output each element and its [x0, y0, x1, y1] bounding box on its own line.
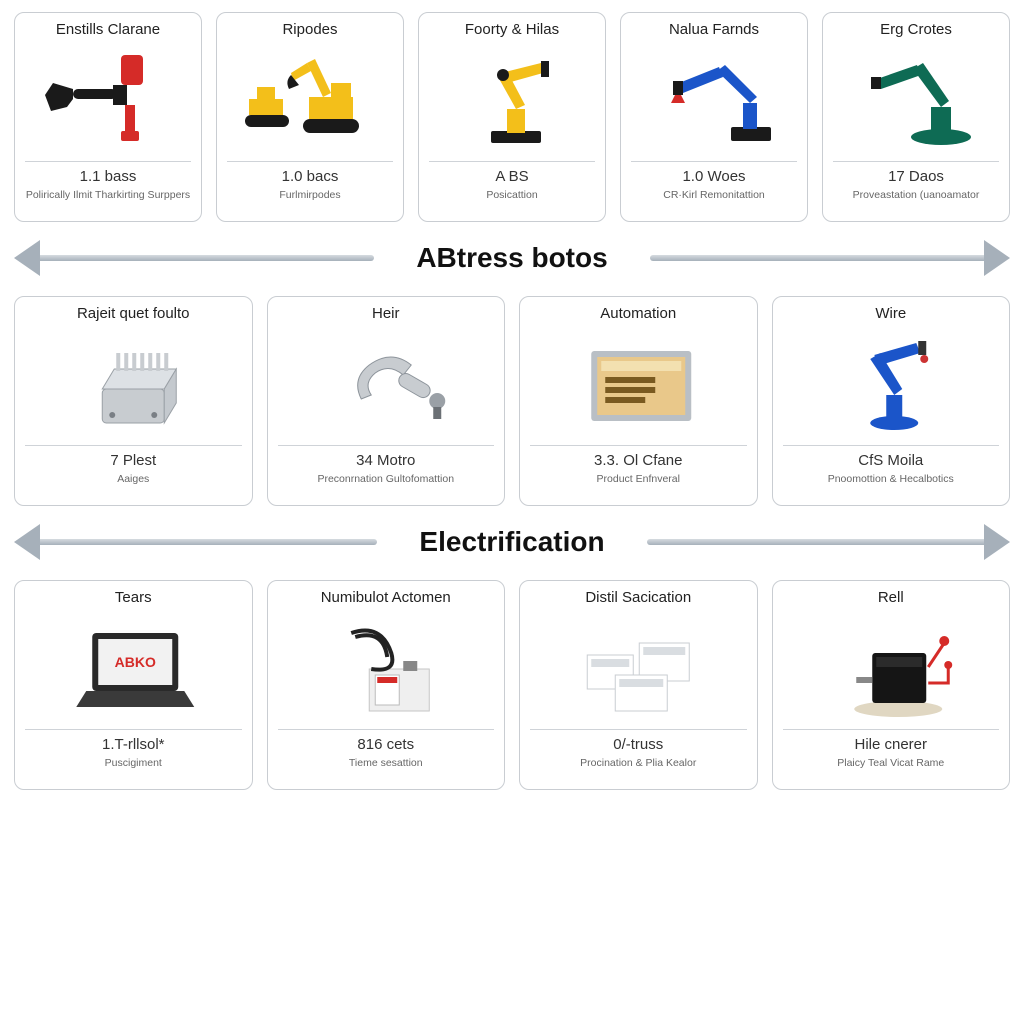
card-subtitle: Preconrnation Gultofomattion [278, 473, 495, 495]
card-illustration-icon [227, 45, 393, 155]
card-title: Tears [25, 589, 242, 607]
card-subtitle: Proveastation (uanoamator [833, 189, 999, 211]
card-illustration-icon [631, 45, 797, 155]
card-subtitle: Product Enfnveral [530, 473, 747, 495]
category-card[interactable]: Erg Crotes 17 Daos Proveastation (uanoam… [822, 12, 1010, 222]
card-subtitle: Pnoomottion & Hecalbotics [783, 473, 1000, 495]
arrow-right-icon [627, 535, 1010, 549]
card-illustration-icon [833, 45, 999, 155]
arrow-right-icon [630, 251, 1010, 265]
card-title: Heir [278, 305, 495, 323]
category-card[interactable]: Distil Sacication 0/-truss Procination &… [519, 580, 758, 790]
card-illustration-icon [25, 45, 191, 155]
category-card[interactable]: Rell Hile cnerer Plaicy Teal Vicat Rame [772, 580, 1011, 790]
card-subtitle: Furlmirpodes [227, 189, 393, 211]
card-title: Numibulot Actomen [278, 589, 495, 607]
card-illustration-icon [278, 329, 495, 439]
card-metric: 1.1 bass [25, 161, 191, 185]
product-category-grid: Enstills Clarane 1.1 bass Polirically Il… [0, 0, 1024, 1024]
category-card[interactable]: Numibulot Actomen 816 cets Tieme sesatti… [267, 580, 506, 790]
category-card[interactable]: Rajeit quet foulto 7 Plest Aaiges [14, 296, 253, 506]
card-metric: 1.0 bacs [227, 161, 393, 185]
card-title: Rajeit quet foulto [25, 305, 242, 323]
card-illustration-icon [25, 329, 242, 439]
card-title: Ripodes [227, 21, 393, 39]
arrow-left-icon [14, 535, 397, 549]
card-metric: 1.0 Woes [631, 161, 797, 185]
category-card[interactable]: Ripodes 1.0 bacs Furlmirpodes [216, 12, 404, 222]
card-title: Erg Crotes [833, 21, 999, 39]
card-metric: 3.3. Ol Cfane [530, 445, 747, 469]
card-subtitle: Aaiges [25, 473, 242, 495]
card-title: Automation [530, 305, 747, 323]
category-card[interactable]: Enstills Clarane 1.1 bass Polirically Il… [14, 12, 202, 222]
category-row-2: Rajeit quet foulto 7 Plest Aaiges Heir 3… [14, 296, 1010, 506]
category-card[interactable]: Foorty & Hilas A BS Posicattion [418, 12, 606, 222]
category-row-1: Enstills Clarane 1.1 bass Polirically Il… [14, 12, 1010, 222]
card-title: Rell [783, 589, 1000, 607]
card-metric: 1.T-rllsol* [25, 729, 242, 753]
card-subtitle: Plaicy Teal Vicat Rame [783, 757, 1000, 779]
card-metric: Hile cnerer [783, 729, 1000, 753]
category-card[interactable]: Wire CfS Moila Pnoomottion & Hecalbotics [772, 296, 1011, 506]
category-card[interactable]: Nalua Farnds 1.0 Woes CR·Kirl Remonitatt… [620, 12, 808, 222]
card-metric: CfS Moila [783, 445, 1000, 469]
card-metric: 7 Plest [25, 445, 242, 469]
arrow-left-icon [14, 251, 394, 265]
card-subtitle: Posicattion [429, 189, 595, 211]
card-subtitle: Procination & Plia Kealor [530, 757, 747, 779]
card-illustration-icon: ABKO [25, 613, 242, 723]
section-label: Electrification [397, 526, 626, 558]
category-card[interactable]: Heir 34 Motro Preconrnation Gultofomatti… [267, 296, 506, 506]
card-subtitle: CR·Kirl Remonitattion [631, 189, 797, 211]
card-metric: 0/-truss [530, 729, 747, 753]
card-illustration-icon [429, 45, 595, 155]
card-title: Enstills Clarane [25, 21, 191, 39]
card-metric: 816 cets [278, 729, 495, 753]
card-illustration-icon [530, 613, 747, 723]
card-metric: A BS [429, 161, 595, 185]
card-title: Foorty & Hilas [429, 21, 595, 39]
category-card[interactable]: Automation 3.3. Ol Cfane Product Enfnver… [519, 296, 758, 506]
card-illustration-icon [783, 613, 1000, 723]
card-subtitle: Tieme sesattion [278, 757, 495, 779]
card-illustration-icon [783, 329, 1000, 439]
card-subtitle: Polirically Ilmit Tharkirting Surppers [25, 189, 191, 211]
section-divider-2: Electrification [14, 514, 1010, 570]
card-metric: 17 Daos [833, 161, 999, 185]
card-subtitle: Puscigiment [25, 757, 242, 779]
section-label: ABtress botos [394, 242, 629, 274]
card-metric: 34 Motro [278, 445, 495, 469]
svg-text:ABKO: ABKO [115, 654, 156, 670]
card-title: Nalua Farnds [631, 21, 797, 39]
category-row-3: Tears ABKO 1.T-rllsol* Puscigiment Numib… [14, 580, 1010, 790]
card-title: Distil Sacication [530, 589, 747, 607]
card-title: Wire [783, 305, 1000, 323]
card-illustration-icon [278, 613, 495, 723]
category-card[interactable]: Tears ABKO 1.T-rllsol* Puscigiment [14, 580, 253, 790]
card-illustration-icon [530, 329, 747, 439]
section-divider-1: ABtress botos [14, 230, 1010, 286]
